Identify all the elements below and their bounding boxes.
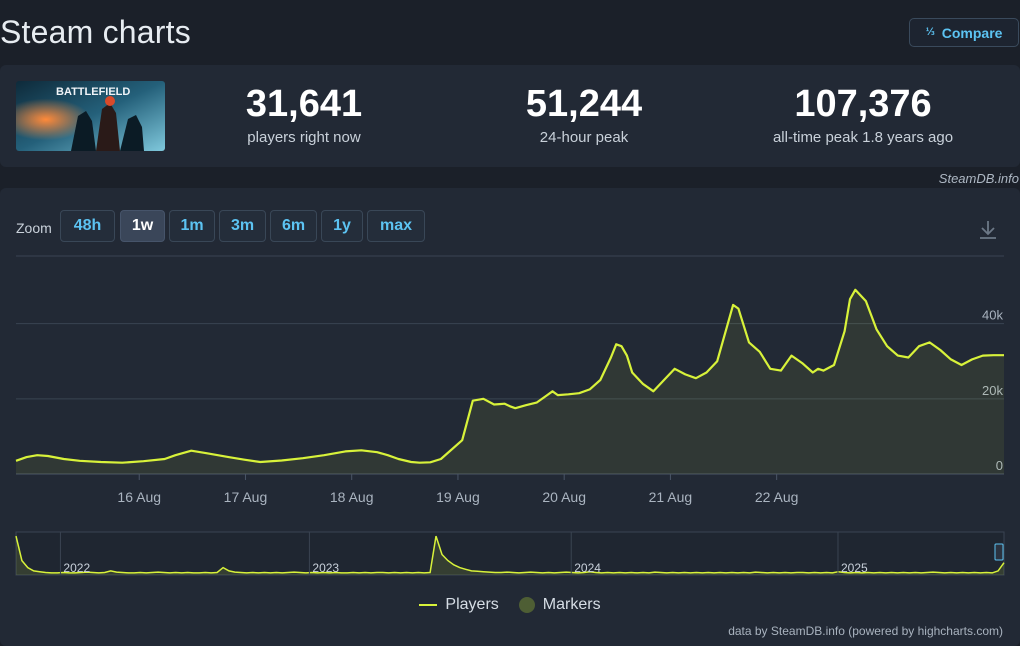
navigator-line [15, 535, 1005, 574]
download-icon[interactable] [976, 218, 1000, 242]
steamdb-credit-top[interactable]: SteamDB.info [938, 171, 1019, 186]
x-tick-label: 22 Aug [755, 489, 799, 505]
stat-current: 31,641 players right now [174, 83, 434, 146]
navigator-year-label: 2025 [841, 561, 868, 575]
zoom-1y-button[interactable]: 1y [321, 210, 363, 242]
game-thumbnail-art: BATTLEFIELD [16, 81, 165, 151]
stat-24h-peak-value: 51,244 [525, 83, 643, 125]
y-tick-label: 40k [982, 308, 1003, 323]
game-thumbnail[interactable]: BATTLEFIELD [16, 81, 165, 151]
zoom-1m-button[interactable]: 1m [169, 210, 215, 242]
compare-label: Compare [941, 24, 1003, 41]
fraction-icon: ⅓ [925, 26, 935, 38]
x-tick-label: 20 Aug [542, 489, 586, 505]
chart-card: Zoom 48h 1w 1m 3m 6m 1y max 0 20k 40k 16 Au… [0, 188, 1020, 646]
thumb-title: BATTLEFIELD [56, 86, 130, 98]
stat-all-time-peak-label: all-time peak 1.8 years ago [772, 129, 954, 146]
legend-markers[interactable]: Markers [518, 596, 601, 614]
zoom-6m-button[interactable]: 6m [270, 210, 317, 242]
navigator-year-label: 2022 [63, 561, 90, 575]
navigator-year-label: 2024 [574, 561, 601, 575]
players-area [16, 289, 1004, 474]
navigator-handle [994, 543, 1004, 561]
x-tick-label: 19 Aug [436, 489, 480, 505]
zoom-label: Zoom [16, 220, 52, 236]
stats-card: BATTLEFIELD 31,641 players right now 51,… [0, 65, 1020, 167]
y-tick-label: 0 [996, 458, 1003, 473]
zoom-max-button[interactable]: max [367, 210, 425, 242]
players-line [15, 288, 1004, 464]
zoom-1w-button[interactable]: 1w [120, 210, 165, 242]
stat-current-label: players right now [247, 129, 361, 146]
x-tick-label: 18 Aug [330, 489, 374, 505]
page-title: Steam charts [0, 14, 191, 50]
legend-players-swatch [419, 604, 438, 606]
stat-all-time-peak-value: 107,376 [794, 83, 932, 125]
stat-24h-peak: 51,244 24-hour peak [454, 83, 714, 146]
x-tick-label: 17 Aug [224, 489, 268, 505]
stat-current-value: 31,641 [245, 83, 363, 125]
legend-markers-label: Markers [542, 596, 601, 613]
players-chart[interactable]: 0 20k 40k 16 Aug 17 Aug 18 Aug 19 Aug 20 Aug 21 … [0, 188, 1020, 588]
y-tick-label: 20k [982, 383, 1003, 398]
legend-players-label: Players [445, 596, 499, 613]
stat-all-time-peak: 107,376 all-time peak 1.8 years ago [733, 83, 993, 146]
navigator-year-label: 2023 [312, 561, 339, 575]
x-tick-label: 16 Aug [117, 489, 161, 505]
legend-players[interactable]: Players [419, 596, 499, 614]
compare-button[interactable]: ⅓ Compare [909, 18, 1019, 47]
credit-bottom[interactable]: data by SteamDB.info (powered by highcha… [728, 624, 1003, 638]
x-tick-label: 21 Aug [649, 489, 693, 505]
zoom-48h-button[interactable]: 48h [60, 210, 115, 242]
navigator-frame [15, 531, 1005, 576]
zoom-3m-button[interactable]: 3m [219, 210, 266, 242]
legend: Players Markers [0, 596, 1020, 614]
stat-24h-peak-label: 24-hour peak [539, 129, 629, 146]
legend-markers-swatch [518, 597, 535, 613]
